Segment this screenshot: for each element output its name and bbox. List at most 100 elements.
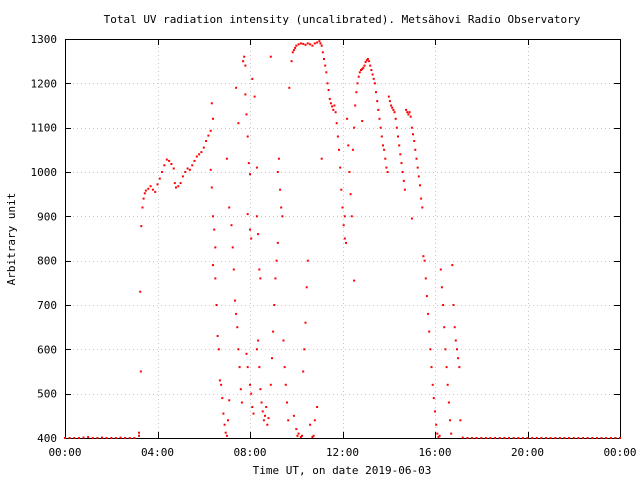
data-point [217,348,220,351]
data-point [281,215,284,218]
data-point [255,348,258,351]
data-point [252,412,255,415]
data-point [326,82,329,85]
data-point [274,277,277,280]
data-point [271,357,273,360]
data-point [249,383,251,386]
data-point [429,348,432,351]
data-point [313,419,316,422]
data-point [200,151,203,154]
data-point [292,49,295,52]
data-point [151,188,154,191]
data-point [173,182,176,185]
data-point [391,106,394,109]
data-point [363,64,366,67]
data-point [283,366,286,369]
data-point [373,82,376,85]
data-point [144,189,147,192]
data-point [227,419,229,422]
data-point [316,406,319,408]
data-point [484,437,487,439]
data-point [255,215,258,218]
y-tick-label: 1200 [31,77,58,90]
data-point [444,348,447,351]
data-point [323,58,325,60]
data-point [600,437,603,439]
data-point [475,437,478,439]
data-point [421,206,424,209]
data-point [531,437,534,439]
data-point [328,97,331,100]
data-point [212,264,214,267]
data-point [225,157,228,160]
data-point [225,434,228,437]
data-point [156,183,159,186]
data-point [361,68,364,71]
data-point [275,259,278,262]
data-point [388,100,391,103]
data-point [259,388,262,391]
data-point [446,383,449,386]
data-point [368,60,371,63]
data-point [609,437,612,439]
y-tick-label: 400 [37,432,57,445]
data-point [188,168,191,171]
data-point [348,171,351,173]
data-point [295,44,298,47]
data-point [247,162,250,165]
grid-lines [65,39,620,438]
data-point [563,437,566,439]
data-point [443,326,446,329]
data-point [498,437,501,439]
data-point [369,64,372,67]
data-point [249,228,251,231]
data-point [297,43,300,46]
data-point [265,406,268,408]
data-point [245,113,248,116]
data-point [250,237,253,240]
data-point [428,330,431,333]
data-point [364,61,367,64]
data-point [334,111,337,114]
data-point [306,259,309,262]
data-point [128,437,131,439]
data-point [392,108,395,111]
data-point [319,42,322,45]
data-point [414,148,417,151]
data-point [264,414,266,417]
data-point [402,179,405,182]
data-point [336,135,339,138]
data-point [390,104,393,107]
data-point [451,264,454,267]
data-point [568,437,571,439]
data-point [246,135,249,138]
data-point [554,437,557,439]
data-point [450,432,453,435]
data-point [228,399,231,402]
data-point [246,366,249,369]
data-point [305,286,308,289]
data-point [439,268,442,271]
data-point [87,436,90,439]
data-point [240,401,243,404]
data-point [375,91,377,94]
data-point [138,434,140,437]
x-tick-label: 20:00 [511,446,544,459]
data-point [236,326,239,329]
data-point [290,60,293,63]
data-point [614,437,617,439]
data-point [237,122,240,125]
data-point [255,166,258,169]
data-point [149,185,152,188]
data-point [309,43,312,46]
data-point [400,162,403,165]
x-tick-label: 12:00 [326,446,359,459]
data-point [445,366,448,369]
data-point [158,177,161,180]
data-point [577,437,580,439]
data-point [338,148,340,151]
data-point [258,366,261,369]
y-tick-label: 500 [37,388,57,401]
data-point [442,304,445,306]
data-point [231,246,234,249]
